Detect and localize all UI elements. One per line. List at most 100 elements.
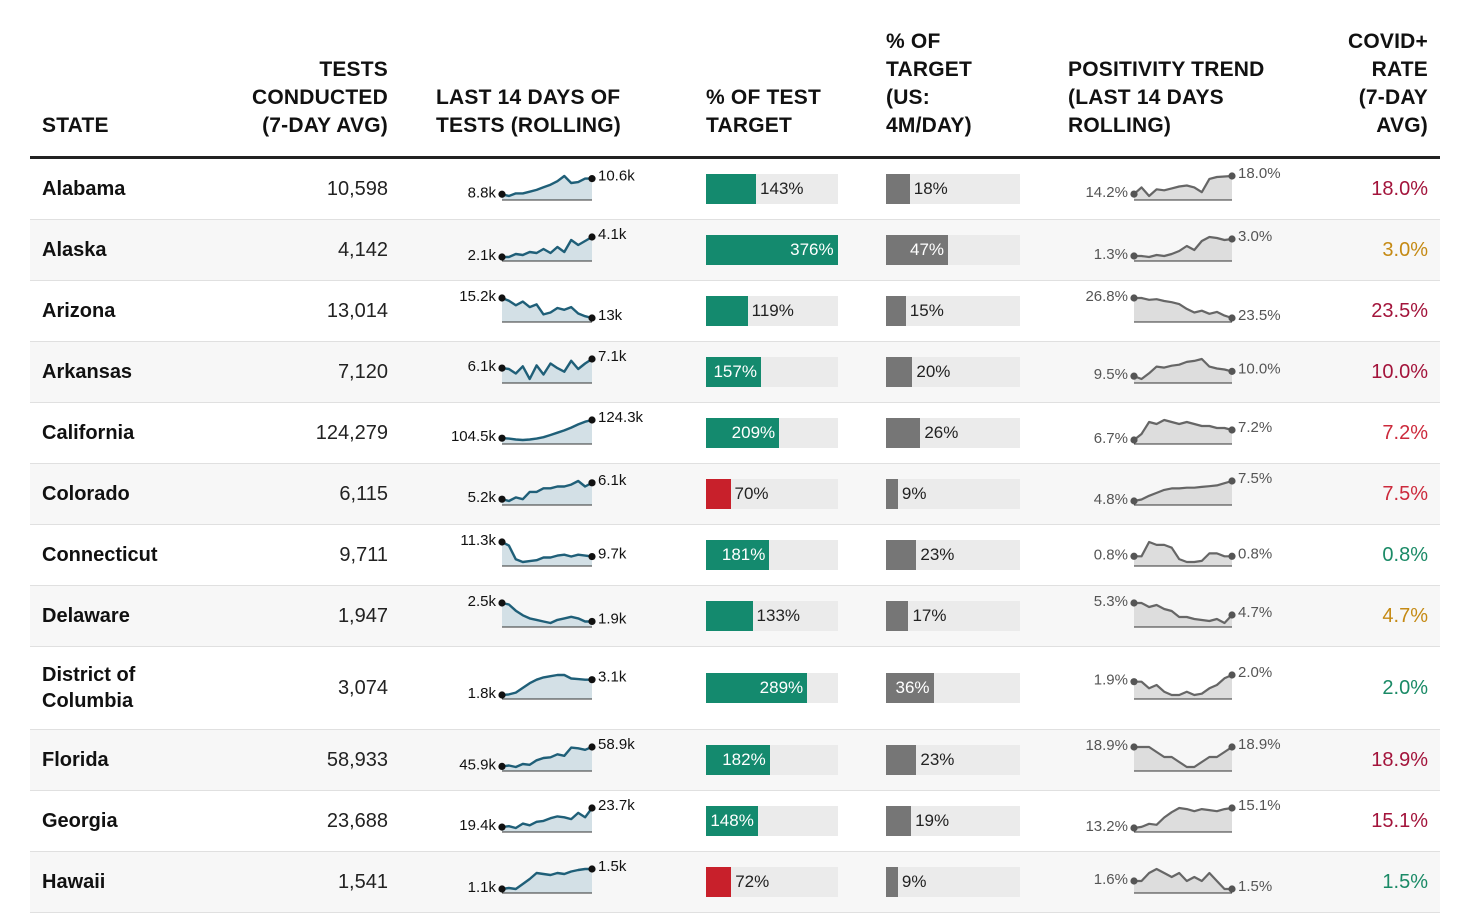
tests-sparkline-end-dot <box>588 804 596 812</box>
tests-sparkline-area <box>502 237 592 261</box>
positivity-sparkline-start-label: 26.8% <box>1085 288 1128 305</box>
tests-sparkline: 45.9k 58.9k <box>430 730 670 790</box>
pct-us-target-bar-fill <box>886 235 949 265</box>
pct-test-target-bar-fill <box>706 806 758 836</box>
table-row: Arkansas 7,120 6.1k 7.1k 157% 20% 9.5% 10.0% 10.… <box>30 342 1440 403</box>
tests-sparkline-start-label: 2.1k <box>468 247 497 264</box>
positivity-sparkline-svg: 0.8% 0.8% <box>1094 540 1272 567</box>
tests-conducted-value: 9,711 <box>339 543 388 566</box>
state-name-line: Arkansas <box>42 361 133 383</box>
tests-sparkline-start-dot <box>498 599 506 607</box>
tests-sparkline-end-label: 10.6k <box>598 168 635 185</box>
pct-us-target-bar-label: 26% <box>924 423 959 442</box>
tests-sparkline-start-dot <box>498 253 506 261</box>
positivity-sparkline-start-dot <box>1130 678 1138 686</box>
tests-sparkline-line <box>501 357 593 381</box>
positivity-sparkline-line <box>1133 418 1233 441</box>
positivity-sparkline-svg: 1.6% 1.5% <box>1094 867 1272 895</box>
positivity-sparkline: 9.5% 10.0% <box>1068 342 1298 402</box>
table-row: Colorado 6,115 5.2k 6.1k 70% 9% 4.8% 7.5% 7.5% <box>30 464 1440 525</box>
positivity-sparkline-end-dot <box>1228 367 1236 375</box>
tests-conducted-value: 7,120 <box>337 360 388 383</box>
pct-us-target-bar-label: 19% <box>915 811 950 830</box>
pct-us-target-bar-fill <box>886 418 921 448</box>
pct-test-target-bar-fill <box>706 174 757 204</box>
positivity-sparkline-line <box>1134 540 1232 564</box>
covid-rate-value: 3.0% <box>1382 238 1428 261</box>
positivity-sparkline-svg: 6.7% 7.2% <box>1094 418 1272 447</box>
state-name-line: Colorado <box>42 483 130 505</box>
positivity-sparkline-line <box>1134 296 1233 320</box>
tests-sparkline-start-dot <box>498 691 506 699</box>
state-name-line: Alabama <box>42 178 126 200</box>
tests-sparkline-svg: 19.4k 23.7k <box>459 797 635 834</box>
tests-sparkline-svg: 2.1k 4.1k <box>468 226 627 264</box>
positivity-sparkline-end-dot <box>1228 804 1236 812</box>
covid-rate-value: 1.5% <box>1382 870 1428 893</box>
positivity-sparkline-start-dot <box>1130 252 1138 260</box>
pct-us-target-bar-fill <box>886 673 934 703</box>
header-tests-conducted: TESTS CONDUCTED (7-DAY AVG) <box>252 58 388 137</box>
tests-conducted-value: 10,598 <box>326 177 388 200</box>
tests-sparkline-svg: 104.5k 124.3k <box>451 409 644 445</box>
tests-sparkline-line <box>501 418 593 442</box>
tests-sparkline-end-label: 124.3k <box>598 409 644 426</box>
tests-sparkline-svg: 6.1k 7.1k <box>468 348 627 384</box>
covid-rate-value: 7.5% <box>1382 482 1428 505</box>
pct-test-target-bar-label: 70% <box>734 484 769 503</box>
positivity-sparkline-start-label: 6.7% <box>1094 430 1128 447</box>
pct-test-target-bar-fill <box>706 296 748 326</box>
header-last-14-days-tests: LAST 14 DAYS OF TESTS (ROLLING) <box>436 86 621 137</box>
pct-test-target-bar-fill <box>706 601 753 631</box>
positivity-sparkline-svg: 4.8% 7.5% <box>1094 470 1272 508</box>
positivity-sparkline-start-label: 18.9% <box>1085 737 1128 754</box>
tests-sparkline-line <box>502 235 593 259</box>
pct-us-target-bar-fill <box>886 601 909 631</box>
tests-sparkline-line <box>501 807 593 830</box>
covid-rate-value: 18.9% <box>1371 748 1428 771</box>
tests-sparkline-start-label: 19.4k <box>459 817 496 834</box>
state-name: Colorado <box>42 464 130 524</box>
header-positivity-trend: POSITIVITY TREND (LAST 14 DAYS ROLLING) <box>1068 58 1265 137</box>
positivity-sparkline-end-label: 10.0% <box>1238 360 1281 377</box>
state-name: Connecticut <box>42 525 158 585</box>
pct-test-target-bar-fill <box>706 357 761 387</box>
pct-test-target-bar-track: 289% <box>706 673 838 703</box>
tests-sparkline-area <box>502 603 592 627</box>
positivity-sparkline-start-label: 14.2% <box>1085 184 1128 201</box>
pct-test-target-bar-label: 209% <box>731 423 776 442</box>
header-pct-test-target: % OF TEST TARGET <box>706 86 821 137</box>
positivity-sparkline: 18.9% 18.9% <box>1068 730 1298 790</box>
tests-conducted-value: 1,947 <box>337 604 388 627</box>
pct-us-target-bar-track: 18% <box>886 174 1020 204</box>
tests-sparkline-end-dot <box>588 743 596 751</box>
positivity-sparkline-start-label: 9.5% <box>1094 366 1128 383</box>
tests-sparkline-end-dot <box>588 617 596 626</box>
state-name-text: Florida <box>42 747 109 773</box>
covid-rate-value: 15.1% <box>1371 809 1428 832</box>
positivity-sparkline: 5.3% 4.7% <box>1068 586 1298 646</box>
tests-sparkline: 6.1k 7.1k <box>430 342 670 402</box>
state-name: Florida <box>42 730 109 790</box>
state-name-text: Connecticut <box>42 542 158 568</box>
positivity-sparkline: 13.2% 15.1% <box>1068 791 1298 851</box>
positivity-sparkline-line <box>1134 673 1233 697</box>
pct-test-target-bar-track: 182% <box>706 745 838 775</box>
pct-us-target-bar-track: 9% <box>886 867 1020 897</box>
positivity-sparkline-line <box>1133 806 1233 830</box>
pct-test-target-bar-label: 119% <box>751 301 794 320</box>
table-row: Florida 58,933 45.9k 58.9k 182% 23% 18.9% 18.9%… <box>30 730 1440 791</box>
state-name-text: Colorado <box>42 481 130 507</box>
pct-us-target-bar-label: 36% <box>895 678 930 697</box>
state-name-text: Hawaii <box>42 869 105 895</box>
pct-test-target-bar-label: 148% <box>710 811 754 830</box>
tests-sparkline-start-label: 8.8k <box>468 184 497 201</box>
pct-us-target-bar-track: 17% <box>886 601 1020 631</box>
positivity-sparkline-end-dot <box>1228 426 1236 434</box>
positivity-sparkline-svg: 14.2% 18.0% <box>1085 165 1280 201</box>
tests-sparkline-svg: 2.5k 1.9k <box>468 593 627 628</box>
tests-sparkline-start-dot <box>498 364 506 372</box>
positivity-sparkline-svg: 18.9% 18.9% <box>1085 736 1281 772</box>
state-name-text: Arkansas <box>42 359 132 385</box>
tests-sparkline-start-label: 45.9k <box>459 756 496 773</box>
